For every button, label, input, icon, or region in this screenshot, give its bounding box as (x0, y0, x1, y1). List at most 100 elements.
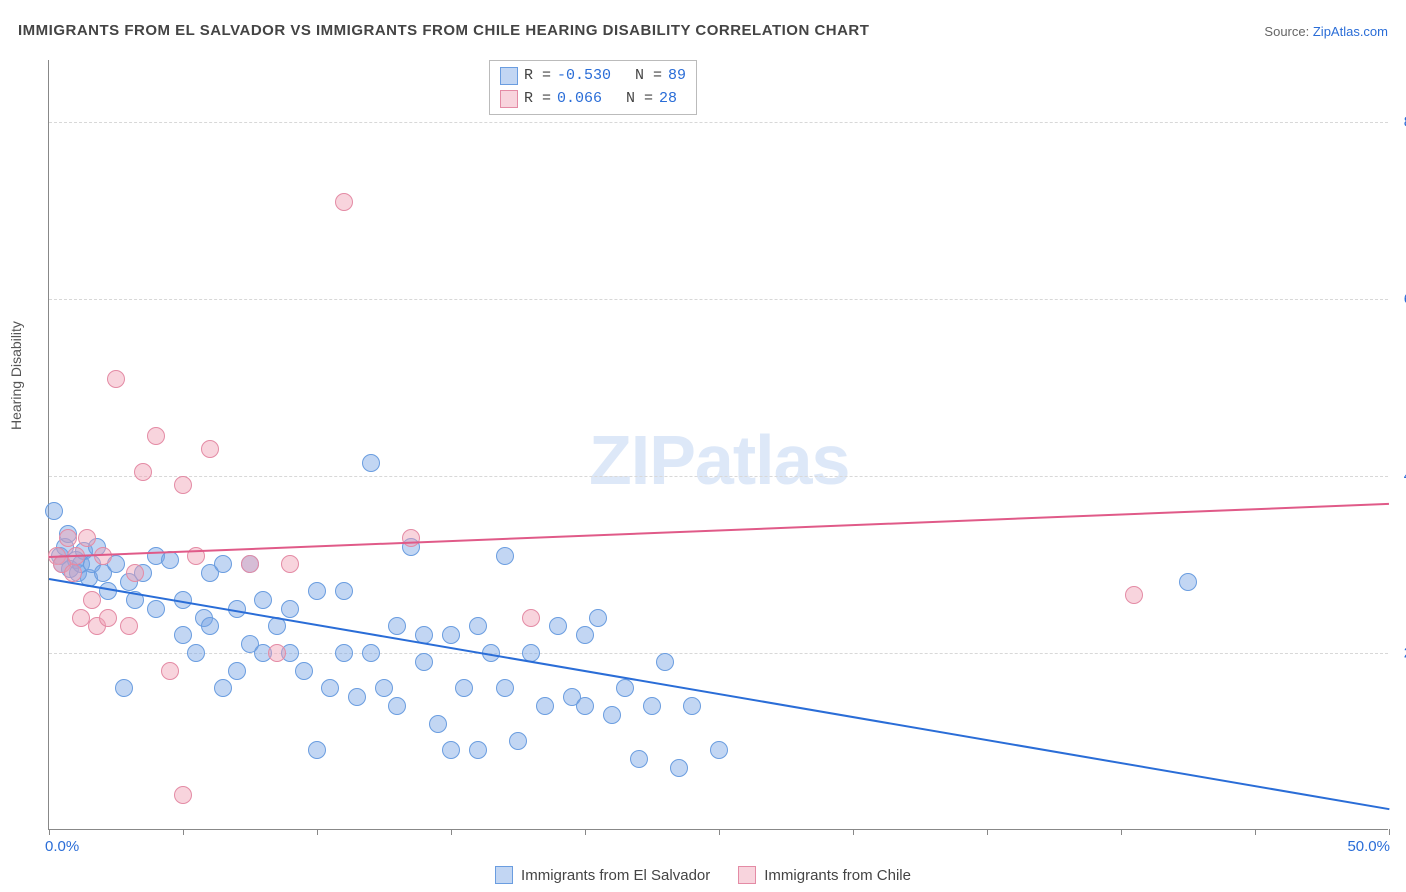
stat-r-label: R = (524, 65, 551, 88)
scatter-point-el_salvador (442, 626, 460, 644)
scatter-point-el_salvador (214, 555, 232, 573)
scatter-point-chile (120, 617, 138, 635)
scatter-point-el_salvador (616, 679, 634, 697)
scatter-point-el_salvador (388, 617, 406, 635)
watermark: ZIPatlas (589, 420, 849, 500)
scatter-point-el_salvador (429, 715, 447, 733)
scatter-point-el_salvador (295, 662, 313, 680)
scatter-point-chile (78, 529, 96, 547)
scatter-point-el_salvador (214, 679, 232, 697)
scatter-point-el_salvador (496, 547, 514, 565)
legend-stats-row: R = 0.066 N =28 (500, 88, 686, 111)
scatter-point-el_salvador (549, 617, 567, 635)
x-tick-label: 50.0% (1347, 838, 1390, 855)
stat-r-value: 0.066 (557, 88, 602, 111)
scatter-point-chile (107, 370, 125, 388)
stat-r-label: R = (524, 88, 551, 111)
x-tick (1121, 829, 1122, 835)
scatter-point-chile (201, 440, 219, 458)
scatter-point-el_salvador (496, 679, 514, 697)
scatter-point-chile (281, 555, 299, 573)
gridline (49, 299, 1388, 300)
legend-stats-box: R =-0.530 N =89R = 0.066 N =28 (489, 60, 697, 115)
trend-line-el_salvador (49, 578, 1389, 810)
gridline (49, 653, 1388, 654)
scatter-point-chile (64, 564, 82, 582)
scatter-point-el_salvador (455, 679, 473, 697)
scatter-point-el_salvador (630, 750, 648, 768)
scatter-point-el_salvador (388, 697, 406, 715)
scatter-point-chile (174, 786, 192, 804)
scatter-point-chile (335, 193, 353, 211)
scatter-point-el_salvador (174, 626, 192, 644)
scatter-point-chile (134, 463, 152, 481)
scatter-point-el_salvador (348, 688, 366, 706)
gridline (49, 476, 1388, 477)
scatter-point-el_salvador (335, 644, 353, 662)
y-tick-label: 6.0% (1394, 290, 1406, 307)
source-attribution: Source: ZipAtlas.com (1264, 24, 1388, 39)
scatter-point-chile (161, 662, 179, 680)
scatter-point-chile (83, 591, 101, 609)
legend-label-chile: Immigrants from Chile (764, 867, 911, 884)
scatter-point-el_salvador (335, 582, 353, 600)
stat-r-value: -0.530 (557, 65, 611, 88)
scatter-point-el_salvador (115, 679, 133, 697)
scatter-point-el_salvador (375, 679, 393, 697)
scatter-point-el_salvador (576, 626, 594, 644)
swatch-pink-icon (500, 90, 518, 108)
scatter-point-el_salvador (576, 697, 594, 715)
y-tick-label: 8.0% (1394, 113, 1406, 130)
scatter-point-el_salvador (683, 697, 701, 715)
swatch-blue-icon (500, 67, 518, 85)
scatter-point-el_salvador (415, 653, 433, 671)
stat-n-label: N = (617, 65, 662, 88)
scatter-point-el_salvador (254, 591, 272, 609)
scatter-point-el_salvador (656, 653, 674, 671)
x-tick (451, 829, 452, 835)
scatter-point-el_salvador (308, 582, 326, 600)
legend-label-el-salvador: Immigrants from El Salvador (521, 867, 710, 884)
swatch-pink-icon (738, 866, 756, 884)
scatter-point-el_salvador (308, 741, 326, 759)
source-link[interactable]: ZipAtlas.com (1313, 24, 1388, 39)
x-tick (317, 829, 318, 835)
scatter-point-el_salvador (228, 662, 246, 680)
legend-item-el-salvador: Immigrants from El Salvador (495, 866, 710, 884)
x-tick (719, 829, 720, 835)
scatter-point-el_salvador (161, 551, 179, 569)
x-tick (987, 829, 988, 835)
scatter-point-el_salvador (509, 732, 527, 750)
scatter-point-chile (241, 555, 259, 573)
chart-title: IMMIGRANTS FROM EL SALVADOR VS IMMIGRANT… (18, 22, 869, 39)
scatter-point-el_salvador (469, 741, 487, 759)
scatter-point-chile (1125, 586, 1143, 604)
scatter-point-el_salvador (45, 502, 63, 520)
scatter-point-chile (59, 529, 77, 547)
scatter-point-el_salvador (643, 697, 661, 715)
x-tick (585, 829, 586, 835)
source-label: Source: (1264, 24, 1309, 39)
scatter-point-el_salvador (281, 600, 299, 618)
scatter-point-el_salvador (710, 741, 728, 759)
gridline (49, 122, 1388, 123)
scatter-point-chile (99, 609, 117, 627)
legend-item-chile: Immigrants from Chile (738, 866, 911, 884)
stat-n-label: N = (608, 88, 653, 111)
scatter-point-el_salvador (442, 741, 460, 759)
scatter-point-el_salvador (362, 644, 380, 662)
scatter-point-el_salvador (362, 454, 380, 472)
x-tick (1389, 829, 1390, 835)
scatter-point-chile (268, 644, 286, 662)
scatter-point-el_salvador (321, 679, 339, 697)
x-tick (49, 829, 50, 835)
scatter-point-chile (174, 476, 192, 494)
y-tick-label: 4.0% (1394, 467, 1406, 484)
x-tick (1255, 829, 1256, 835)
scatter-point-el_salvador (187, 644, 205, 662)
x-tick-label: 0.0% (45, 838, 79, 855)
scatter-point-el_salvador (536, 697, 554, 715)
scatter-point-el_salvador (603, 706, 621, 724)
y-tick-label: 2.0% (1394, 644, 1406, 661)
scatter-point-chile (147, 427, 165, 445)
